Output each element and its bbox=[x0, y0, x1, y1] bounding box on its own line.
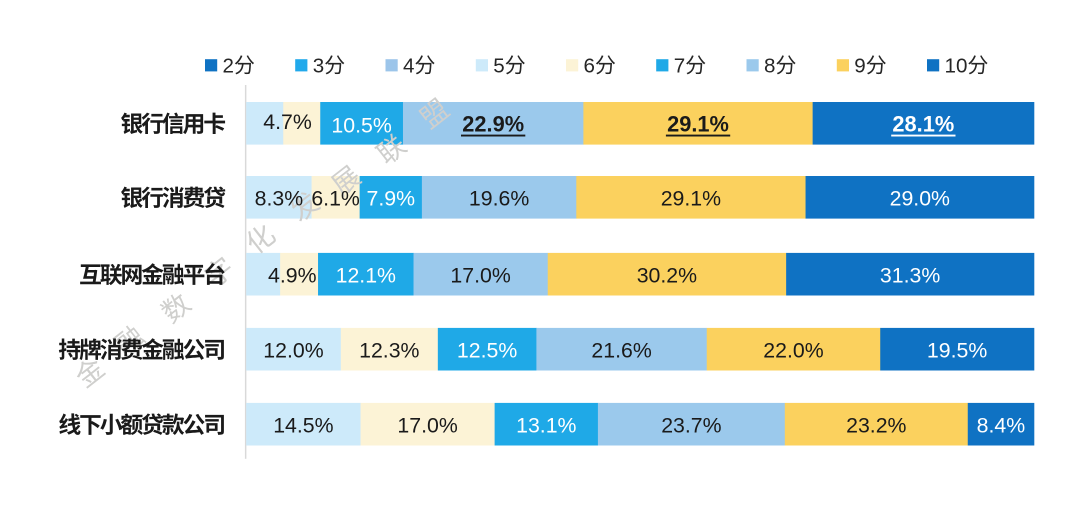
svg-text:22.0%: 22.0% bbox=[763, 339, 823, 363]
svg-text:13.1%: 13.1% bbox=[516, 414, 576, 438]
svg-text:7.9%: 7.9% bbox=[367, 187, 416, 211]
svg-text:23.7%: 23.7% bbox=[661, 414, 721, 438]
svg-text:6.1%: 6.1% bbox=[311, 187, 360, 211]
svg-text:10: 10 bbox=[945, 55, 968, 78]
svg-text:9: 9 bbox=[854, 55, 865, 78]
svg-text:14.5%: 14.5% bbox=[273, 414, 333, 438]
svg-text:10.5%: 10.5% bbox=[331, 113, 391, 137]
svg-text:29.1%: 29.1% bbox=[667, 112, 729, 137]
svg-text:7: 7 bbox=[674, 55, 685, 78]
svg-text:4: 4 bbox=[403, 55, 414, 78]
svg-text:17.0%: 17.0% bbox=[397, 414, 457, 438]
svg-text:30.2%: 30.2% bbox=[637, 264, 697, 288]
svg-text:8.4%: 8.4% bbox=[977, 414, 1026, 438]
svg-text:29.0%: 29.0% bbox=[890, 187, 950, 211]
svg-text:22.9%: 22.9% bbox=[462, 112, 524, 137]
svg-text:4.9%: 4.9% bbox=[268, 264, 317, 288]
svg-text:12.3%: 12.3% bbox=[359, 339, 419, 363]
svg-text:31.3%: 31.3% bbox=[880, 264, 940, 288]
svg-text:3: 3 bbox=[313, 55, 324, 78]
svg-text:29.1%: 29.1% bbox=[661, 187, 721, 211]
svg-text:2: 2 bbox=[223, 55, 234, 78]
svg-text:12.1%: 12.1% bbox=[336, 264, 396, 288]
svg-text:5: 5 bbox=[493, 55, 504, 78]
svg-text:23.2%: 23.2% bbox=[846, 414, 906, 438]
svg-text:12.5%: 12.5% bbox=[457, 339, 517, 363]
svg-text:6: 6 bbox=[584, 55, 595, 78]
svg-text:17.0%: 17.0% bbox=[450, 264, 510, 288]
svg-text:12.0%: 12.0% bbox=[263, 339, 323, 363]
svg-text:19.6%: 19.6% bbox=[469, 187, 529, 211]
svg-text:19.5%: 19.5% bbox=[927, 339, 987, 363]
svg-text:8: 8 bbox=[764, 55, 775, 78]
svg-text:28.1%: 28.1% bbox=[892, 112, 954, 137]
svg-text:8.3%: 8.3% bbox=[255, 187, 304, 211]
svg-text:21.6%: 21.6% bbox=[591, 339, 651, 363]
svg-text:4.7%: 4.7% bbox=[263, 110, 312, 134]
